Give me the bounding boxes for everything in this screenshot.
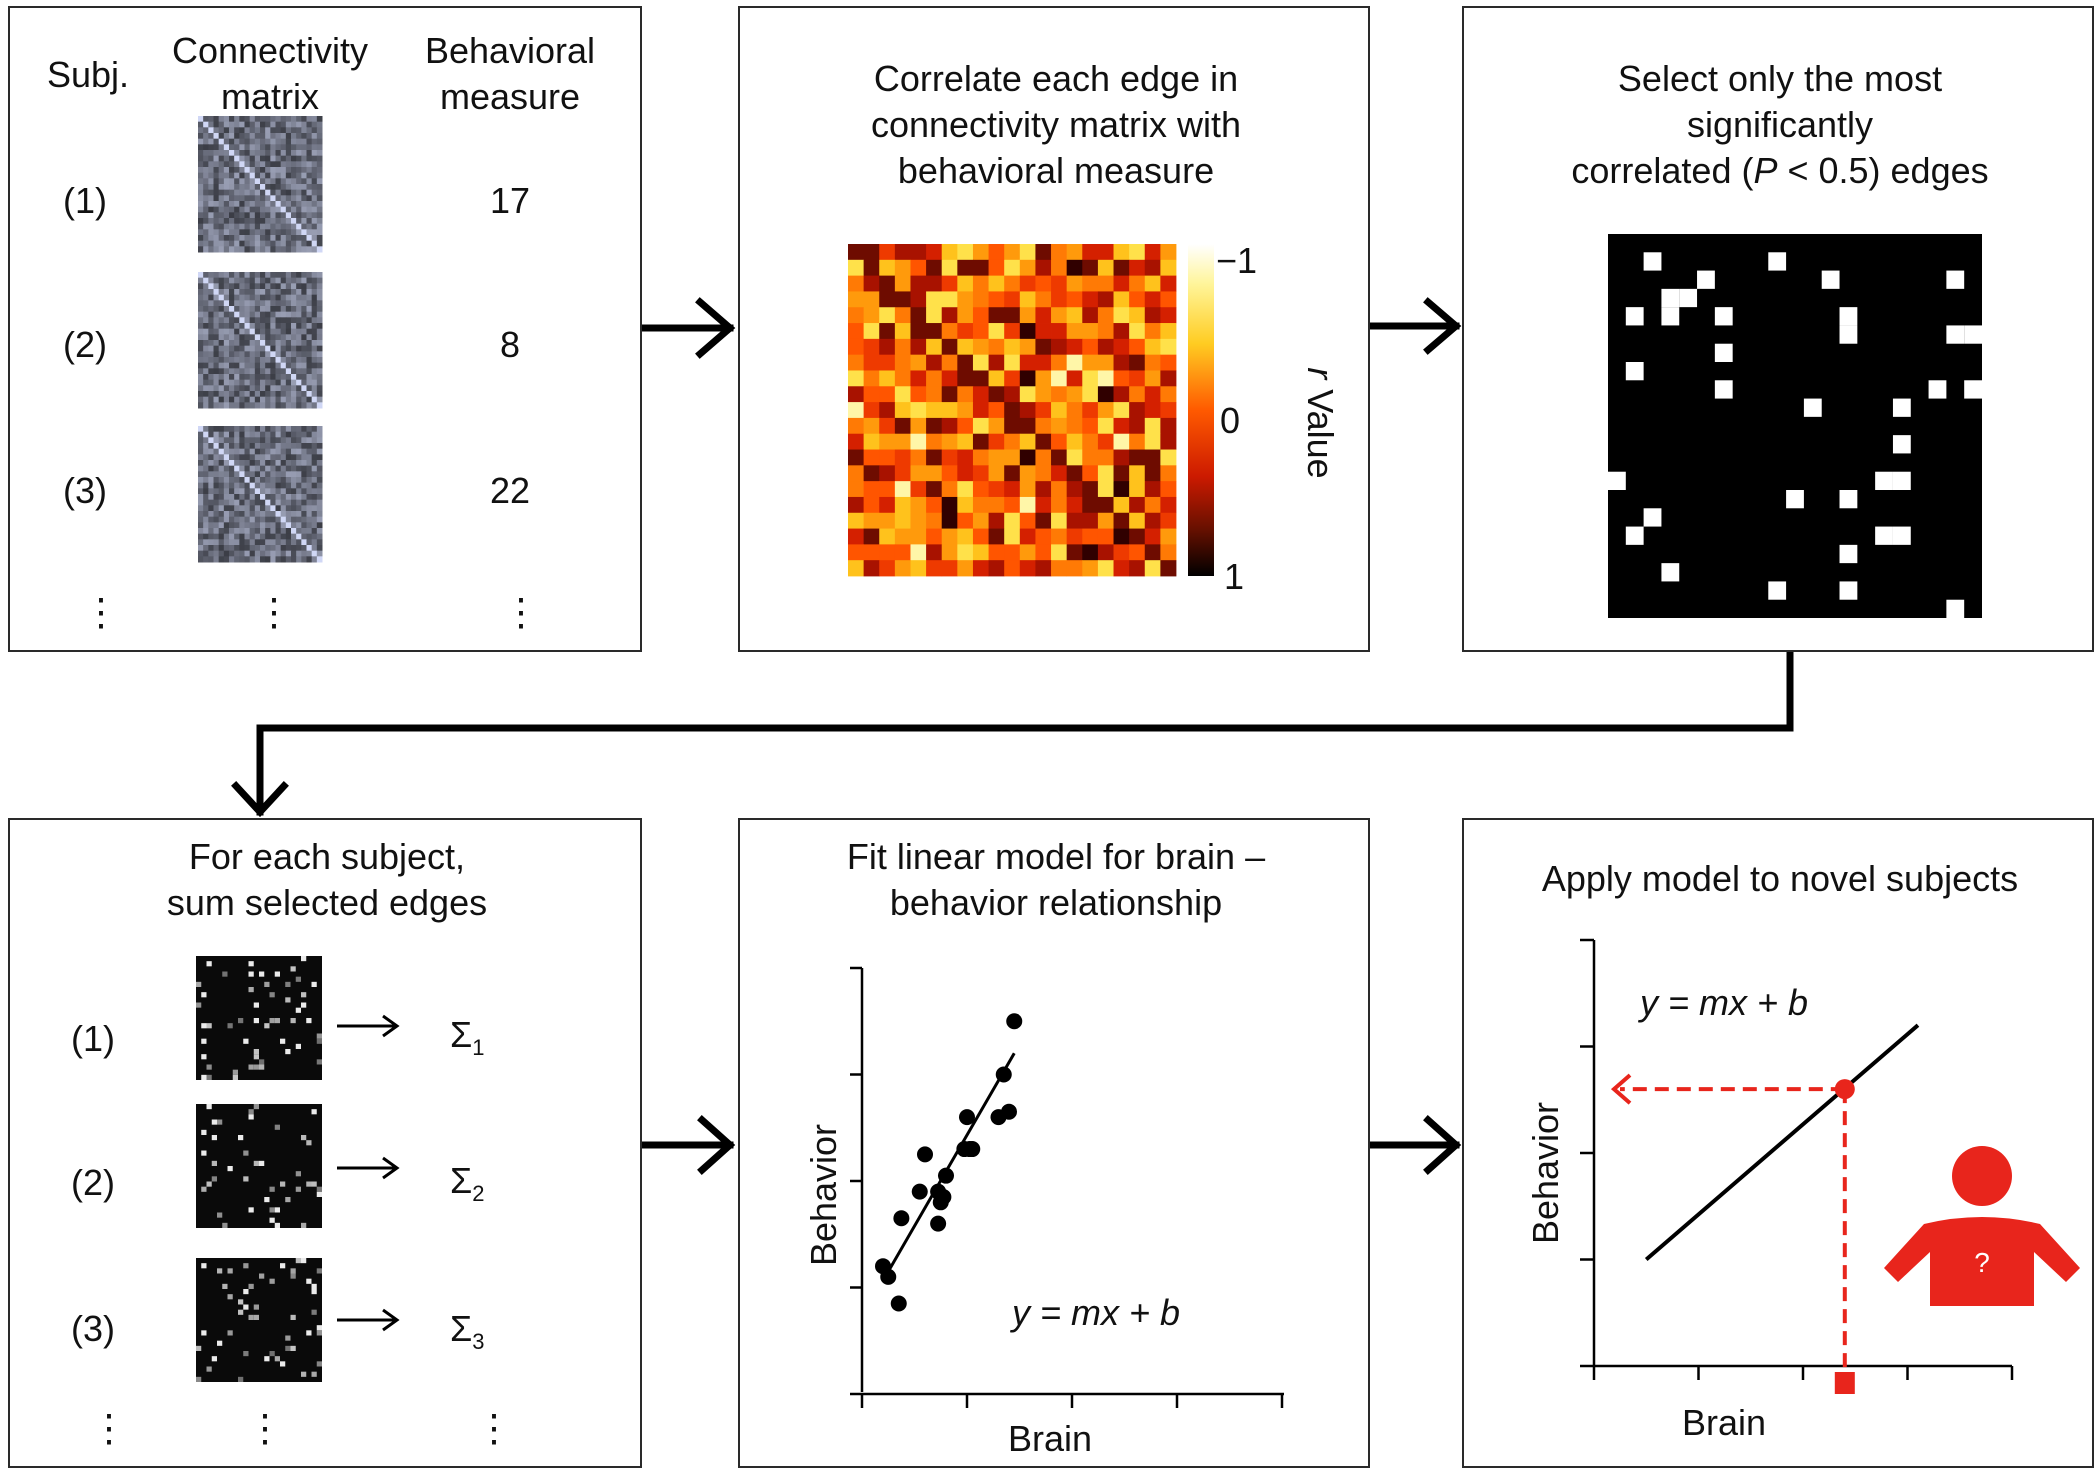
title-text: < 0.5) edges bbox=[1777, 150, 1989, 191]
ellipsis: ⋮ bbox=[475, 1408, 513, 1450]
scatter-point bbox=[911, 1183, 928, 1200]
col-header-behavior: Behavioral measure bbox=[400, 28, 620, 120]
scatter-plot bbox=[850, 966, 1284, 1408]
scatter-point bbox=[880, 1268, 897, 1285]
subject-label: (3) bbox=[71, 1308, 115, 1349]
scatter-point bbox=[930, 1215, 947, 1232]
scatter-point bbox=[935, 1188, 952, 1205]
fit-line bbox=[1644, 1023, 1920, 1262]
sum-symbol: Σ1 bbox=[450, 1014, 485, 1061]
ellipsis: ⋮ bbox=[90, 1408, 128, 1450]
scatter-point bbox=[1006, 1013, 1023, 1030]
scatter-point bbox=[1001, 1103, 1017, 1120]
sum-arrows bbox=[337, 1014, 400, 1332]
panel-title-line: behavior relationship bbox=[889, 882, 1223, 923]
connectivity-matrix-image bbox=[198, 426, 323, 563]
col-header-matrix-line2: matrix bbox=[221, 76, 319, 117]
panel-title: Select only the most significantly corre… bbox=[1464, 56, 2096, 194]
prediction-point bbox=[1834, 1079, 1855, 1100]
person-icon: ? bbox=[1884, 1146, 2080, 1306]
sigma-subscript: 2 bbox=[472, 1181, 485, 1207]
connectivity-matrix-image bbox=[198, 116, 323, 253]
model-application-plot bbox=[1580, 938, 2014, 1394]
subject-label: (1) bbox=[63, 180, 107, 221]
panel-correlate-edges: Correlate each edge in connectivity matr… bbox=[738, 6, 1370, 652]
equation: y = mx + b bbox=[1011, 1292, 1181, 1333]
panel-select-edges: Select only the most significantly corre… bbox=[1462, 6, 2094, 652]
title-text: correlated ( bbox=[1571, 150, 1754, 191]
panel-title: For each subject, sum selected edges bbox=[10, 834, 644, 926]
correlation-heatmap bbox=[848, 244, 1177, 577]
brain-value-marker bbox=[1834, 1372, 1855, 1394]
col-header-behavior-line2: measure bbox=[439, 76, 581, 117]
sigma-glyph: Σ bbox=[450, 1308, 473, 1349]
sigma-glyph: Σ bbox=[450, 1160, 473, 1201]
panel-connectivity-matrices: Subj. Connectivity matrix Behavioral mea… bbox=[8, 6, 642, 652]
panel-fit-linear-model: Fit linear model for brain – behavior re… bbox=[738, 818, 1370, 1468]
sigma-glyph: Σ bbox=[450, 1014, 473, 1055]
ellipsis: ⋮ bbox=[82, 592, 120, 634]
panel-title-line: Select only the most bbox=[1617, 58, 1943, 99]
col-header-matrix-line1: Connectivity bbox=[171, 30, 369, 71]
behavior-score: 22 bbox=[489, 470, 531, 511]
scatter-point bbox=[964, 1141, 981, 1158]
subject-label: (2) bbox=[63, 324, 107, 365]
subject-label: (2) bbox=[71, 1162, 115, 1203]
behavior-arrowhead bbox=[1610, 1073, 1632, 1105]
scatter-point bbox=[959, 1109, 975, 1126]
behavior-score: 17 bbox=[489, 180, 531, 221]
panel-title-line: behavioral measure bbox=[897, 150, 1215, 191]
col-header-behavior-line1: Behavioral bbox=[424, 30, 596, 71]
panel-title-line: Correlate each edge in bbox=[873, 58, 1239, 99]
x-axis-label: Brain bbox=[1007, 1418, 1093, 1459]
title-variable-p: P bbox=[1753, 150, 1778, 191]
scatter-point bbox=[917, 1146, 933, 1163]
panel-title: Apply model to novel subjects bbox=[1541, 858, 2019, 899]
selected-edges-matrix-image bbox=[196, 956, 322, 1080]
panel-title-line: For each subject, bbox=[188, 836, 466, 877]
connectivity-matrix-image bbox=[198, 272, 323, 409]
ellipsis: ⋮ bbox=[246, 1408, 284, 1450]
panel-title: Fit linear model for brain – behavior re… bbox=[740, 834, 1372, 926]
equation: y = mx + b bbox=[1639, 982, 1809, 1023]
panel-sum-edges: For each subject, sum selected edges (1)… bbox=[8, 818, 642, 1468]
panel-apply-model: Apply model to novel subjects Brain Beha… bbox=[1462, 818, 2094, 1468]
col-header-matrix: Connectivity matrix bbox=[150, 28, 390, 120]
colorbar-tick: 1 bbox=[1224, 556, 1245, 597]
panel-title-line: Fit linear model for brain – bbox=[846, 836, 1266, 877]
ellipsis: ⋮ bbox=[255, 592, 293, 634]
col-header-subj: Subj. bbox=[46, 54, 130, 95]
selected-edges-matrix-image bbox=[196, 1104, 322, 1228]
colorbar-label-r: r bbox=[1300, 367, 1341, 380]
x-axis-label: Brain bbox=[1681, 1402, 1767, 1443]
sum-symbol: Σ3 bbox=[450, 1308, 485, 1355]
y-axis-label: Behavior bbox=[803, 1123, 844, 1267]
fit-line bbox=[886, 1052, 1016, 1273]
colorbar-axis-label: r Value bbox=[1297, 353, 1343, 493]
y-axis-label: Behavior bbox=[1525, 1101, 1566, 1245]
sigma-subscript: 3 bbox=[472, 1329, 485, 1355]
subject-label: (3) bbox=[63, 470, 107, 511]
panel-title-line: connectivity matrix with bbox=[870, 104, 1242, 145]
subject-label: (1) bbox=[71, 1018, 115, 1059]
panel-title-line: sum selected edges bbox=[166, 882, 488, 923]
selected-edges-matrix-image bbox=[196, 1258, 322, 1382]
colorbar bbox=[1188, 244, 1214, 576]
panel-title-line: correlated (P < 0.5) edges bbox=[1464, 148, 2096, 194]
sigma-subscript: 1 bbox=[472, 1035, 485, 1061]
significant-edges-matrix bbox=[1608, 234, 1982, 618]
panel-title: Correlate each edge in connectivity matr… bbox=[740, 56, 1372, 194]
scatter-point bbox=[890, 1295, 907, 1312]
panel-title-line: significantly bbox=[1686, 104, 1874, 145]
colorbar-tick: 0 bbox=[1220, 400, 1241, 441]
colorbar-tick: −1 bbox=[1216, 240, 1258, 281]
behavior-score: 8 bbox=[499, 324, 521, 365]
person-question-mark: ? bbox=[1974, 1247, 1990, 1278]
colorbar-label-value: Value bbox=[1300, 389, 1341, 479]
sum-symbol: Σ2 bbox=[450, 1160, 485, 1207]
scatter-point bbox=[893, 1210, 910, 1227]
ellipsis: ⋮ bbox=[502, 592, 540, 634]
